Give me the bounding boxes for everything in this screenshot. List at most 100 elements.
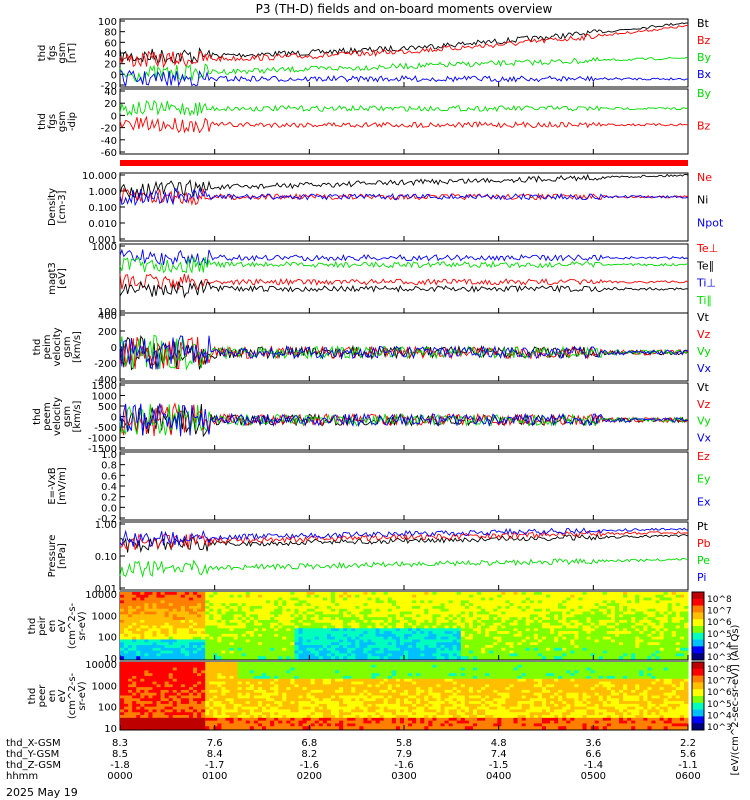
heatmap-cell [505,603,510,607]
heatmap-cell [136,619,141,624]
heatmap-cell [493,639,498,643]
heatmap-cell [302,647,308,652]
heatmap-cell [172,717,178,722]
heatmap-cell [351,625,356,629]
heatmap-cell [221,614,226,618]
heatmap-cell [627,628,632,632]
heatmap-cell [290,703,295,708]
heatmap-cell [347,633,352,638]
heatmap-cell [197,675,202,680]
heatmap-cell [262,605,267,610]
heatmap-cell [505,614,510,618]
heatmap-cell [631,647,636,652]
heatmap-cell [233,701,239,705]
heatmap-cell [298,712,304,716]
heatmap-cell [424,647,429,652]
heatmap-cell [193,603,198,607]
heatmap-cell [229,594,235,599]
heatmap-cell [428,650,433,654]
heatmap-cell [237,709,243,713]
heatmap-cell [221,720,226,724]
heatmap-cell [343,617,348,621]
heatmap-cell [197,611,202,615]
heatmap-cell [213,656,218,660]
heatmap-cell [432,605,437,610]
heatmap-cell [537,614,543,618]
heatmap-cell [164,647,170,652]
heatmap-cell [270,726,275,730]
legend-entry: Te∥ [696,259,714,272]
y-tick-label: 1000 [92,392,117,403]
heatmap-cell [489,636,494,640]
heatmap-cell [351,614,356,618]
heatmap-cell [209,689,214,694]
heatmap-cell [505,619,510,624]
heatmap-cell [160,625,166,629]
heatmap-cell [184,619,190,624]
heatmap-cell [444,608,450,613]
heatmap-cell [124,628,129,632]
heatmap-cell [188,656,194,660]
heatmap-cell [627,653,632,657]
heatmap-cell [412,597,417,601]
heatmap-cell [266,645,271,649]
heatmap-cell [148,611,153,615]
heatmap-cell [635,600,640,604]
heatmap-cell [249,647,255,652]
heatmap-cell [639,653,644,657]
heatmap-cell [639,617,644,621]
heatmap-cell [570,614,575,618]
heatmap-cell [290,617,295,621]
heatmap-cell [314,681,320,685]
heatmap-cell [205,647,210,652]
heatmap-cell [335,692,340,696]
heatmap-cell [359,611,364,615]
legend-entry: Vx [697,362,712,375]
heatmap-cell [509,628,515,632]
heatmap-cell [477,611,482,615]
heatmap-cell [209,614,214,618]
heatmap-cell [606,653,612,657]
heatmap-cell [602,611,608,615]
heatmap-cell [176,645,182,649]
heatmap-cell [124,698,129,702]
heatmap-cell [294,723,300,727]
heatmap-cell [168,720,174,724]
heatmap-cell [164,653,170,657]
heatmap-cell [270,656,275,660]
heatmap-cell [468,592,474,596]
heatmap-cell [452,605,458,610]
heatmap-cell [290,614,295,618]
y-axis-label: en [47,620,58,633]
heatmap-cell [310,698,316,702]
heatmap-cell [245,639,251,643]
heatmap-cell [513,647,519,652]
heatmap-cell [286,684,291,688]
heatmap-cell [594,631,600,635]
heatmap-cell [233,692,239,696]
heatmap-cell [152,687,158,691]
heatmap-cell [253,709,259,713]
heatmap-cell [525,617,531,621]
heatmap-cell [266,706,271,710]
heatmap-cell [136,597,141,601]
heatmap-cell [582,656,588,660]
heatmap-cell [318,650,324,654]
heatmap-cell [306,608,312,613]
heatmap-cell [184,650,190,654]
heatmap-cell [683,631,689,635]
heatmap-cell [460,625,466,629]
heatmap-cell [140,603,145,607]
heatmap-cell [156,642,162,646]
heatmap-cell [395,611,401,615]
heatmap-cell [675,653,681,657]
heatmap-cell [639,625,644,629]
heatmap-cell [229,645,235,649]
heatmap-cell [432,597,437,601]
heatmap-cell [213,723,218,727]
heatmap-cell [335,625,340,629]
heatmap-cell [221,667,226,671]
heatmap-cell [594,603,600,607]
heatmap-cell [424,625,429,629]
heatmap-cell [241,656,247,660]
